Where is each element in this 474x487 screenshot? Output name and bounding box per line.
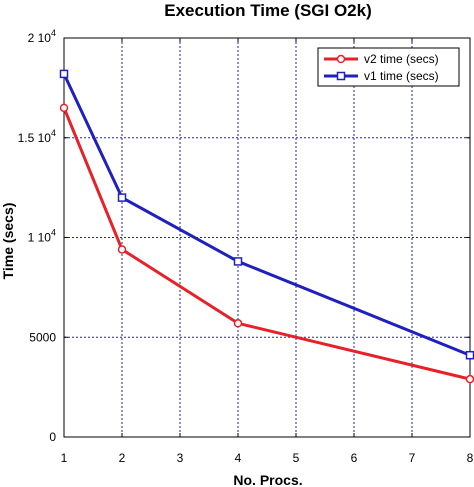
- y-tick-label-base: 5000: [29, 330, 56, 344]
- data-point: [117, 193, 127, 202]
- y-tick-label: 1 104: [28, 228, 56, 245]
- data-point: [59, 69, 69, 79]
- y-tick-label: 2 104: [28, 28, 56, 45]
- y-tick-label-base: 0: [49, 430, 56, 444]
- x-tick-label: 8: [467, 451, 474, 465]
- legend: v2 time (secs) v1 time (secs): [317, 47, 460, 87]
- y-tick-label-exponent: 4: [51, 128, 56, 138]
- x-tick-label: 1: [61, 451, 68, 465]
- series-line: [62, 107, 471, 381]
- y-tick-label-base: 1 10: [28, 231, 52, 245]
- data-point: [465, 350, 474, 360]
- y-tick-label: 5000: [29, 330, 56, 344]
- legend-label: v2 time (secs): [364, 52, 439, 66]
- data-point: [233, 319, 243, 328]
- series-line: [62, 73, 471, 357]
- x-axis-ticks: 1 2 3 4 5 6 7 8: [61, 38, 474, 465]
- grid: [64, 38, 470, 437]
- legend-marker: [336, 54, 346, 64]
- data-point: [233, 257, 243, 266]
- chart-title: Execution Time (SGI O2k): [164, 1, 372, 20]
- x-tick-label: 5: [293, 451, 300, 465]
- y-tick-label-base: 1.5 10: [18, 131, 52, 145]
- data-point: [117, 245, 127, 254]
- data-point: [59, 103, 69, 113]
- legend-label: v1 time (secs): [364, 69, 439, 83]
- y-tick-label-exponent: 4: [51, 28, 56, 38]
- data-point: [465, 374, 474, 384]
- series: [59, 69, 474, 384]
- y-tick-label-exponent: 4: [51, 228, 56, 238]
- legend-marker: [336, 71, 346, 81]
- y-tick-label: 0: [49, 430, 56, 444]
- x-axis-title: No. Procs.: [233, 472, 302, 487]
- y-tick-label: 1.5 104: [18, 128, 56, 145]
- x-tick-label: 3: [177, 451, 184, 465]
- x-tick-label: 2: [119, 451, 126, 465]
- x-tick-label: 7: [409, 451, 416, 465]
- y-tick-label-base: 2 10: [28, 31, 52, 45]
- y-axis-title: Time (secs): [0, 203, 16, 280]
- x-tick-label: 6: [351, 451, 358, 465]
- x-tick-label: 4: [235, 451, 242, 465]
